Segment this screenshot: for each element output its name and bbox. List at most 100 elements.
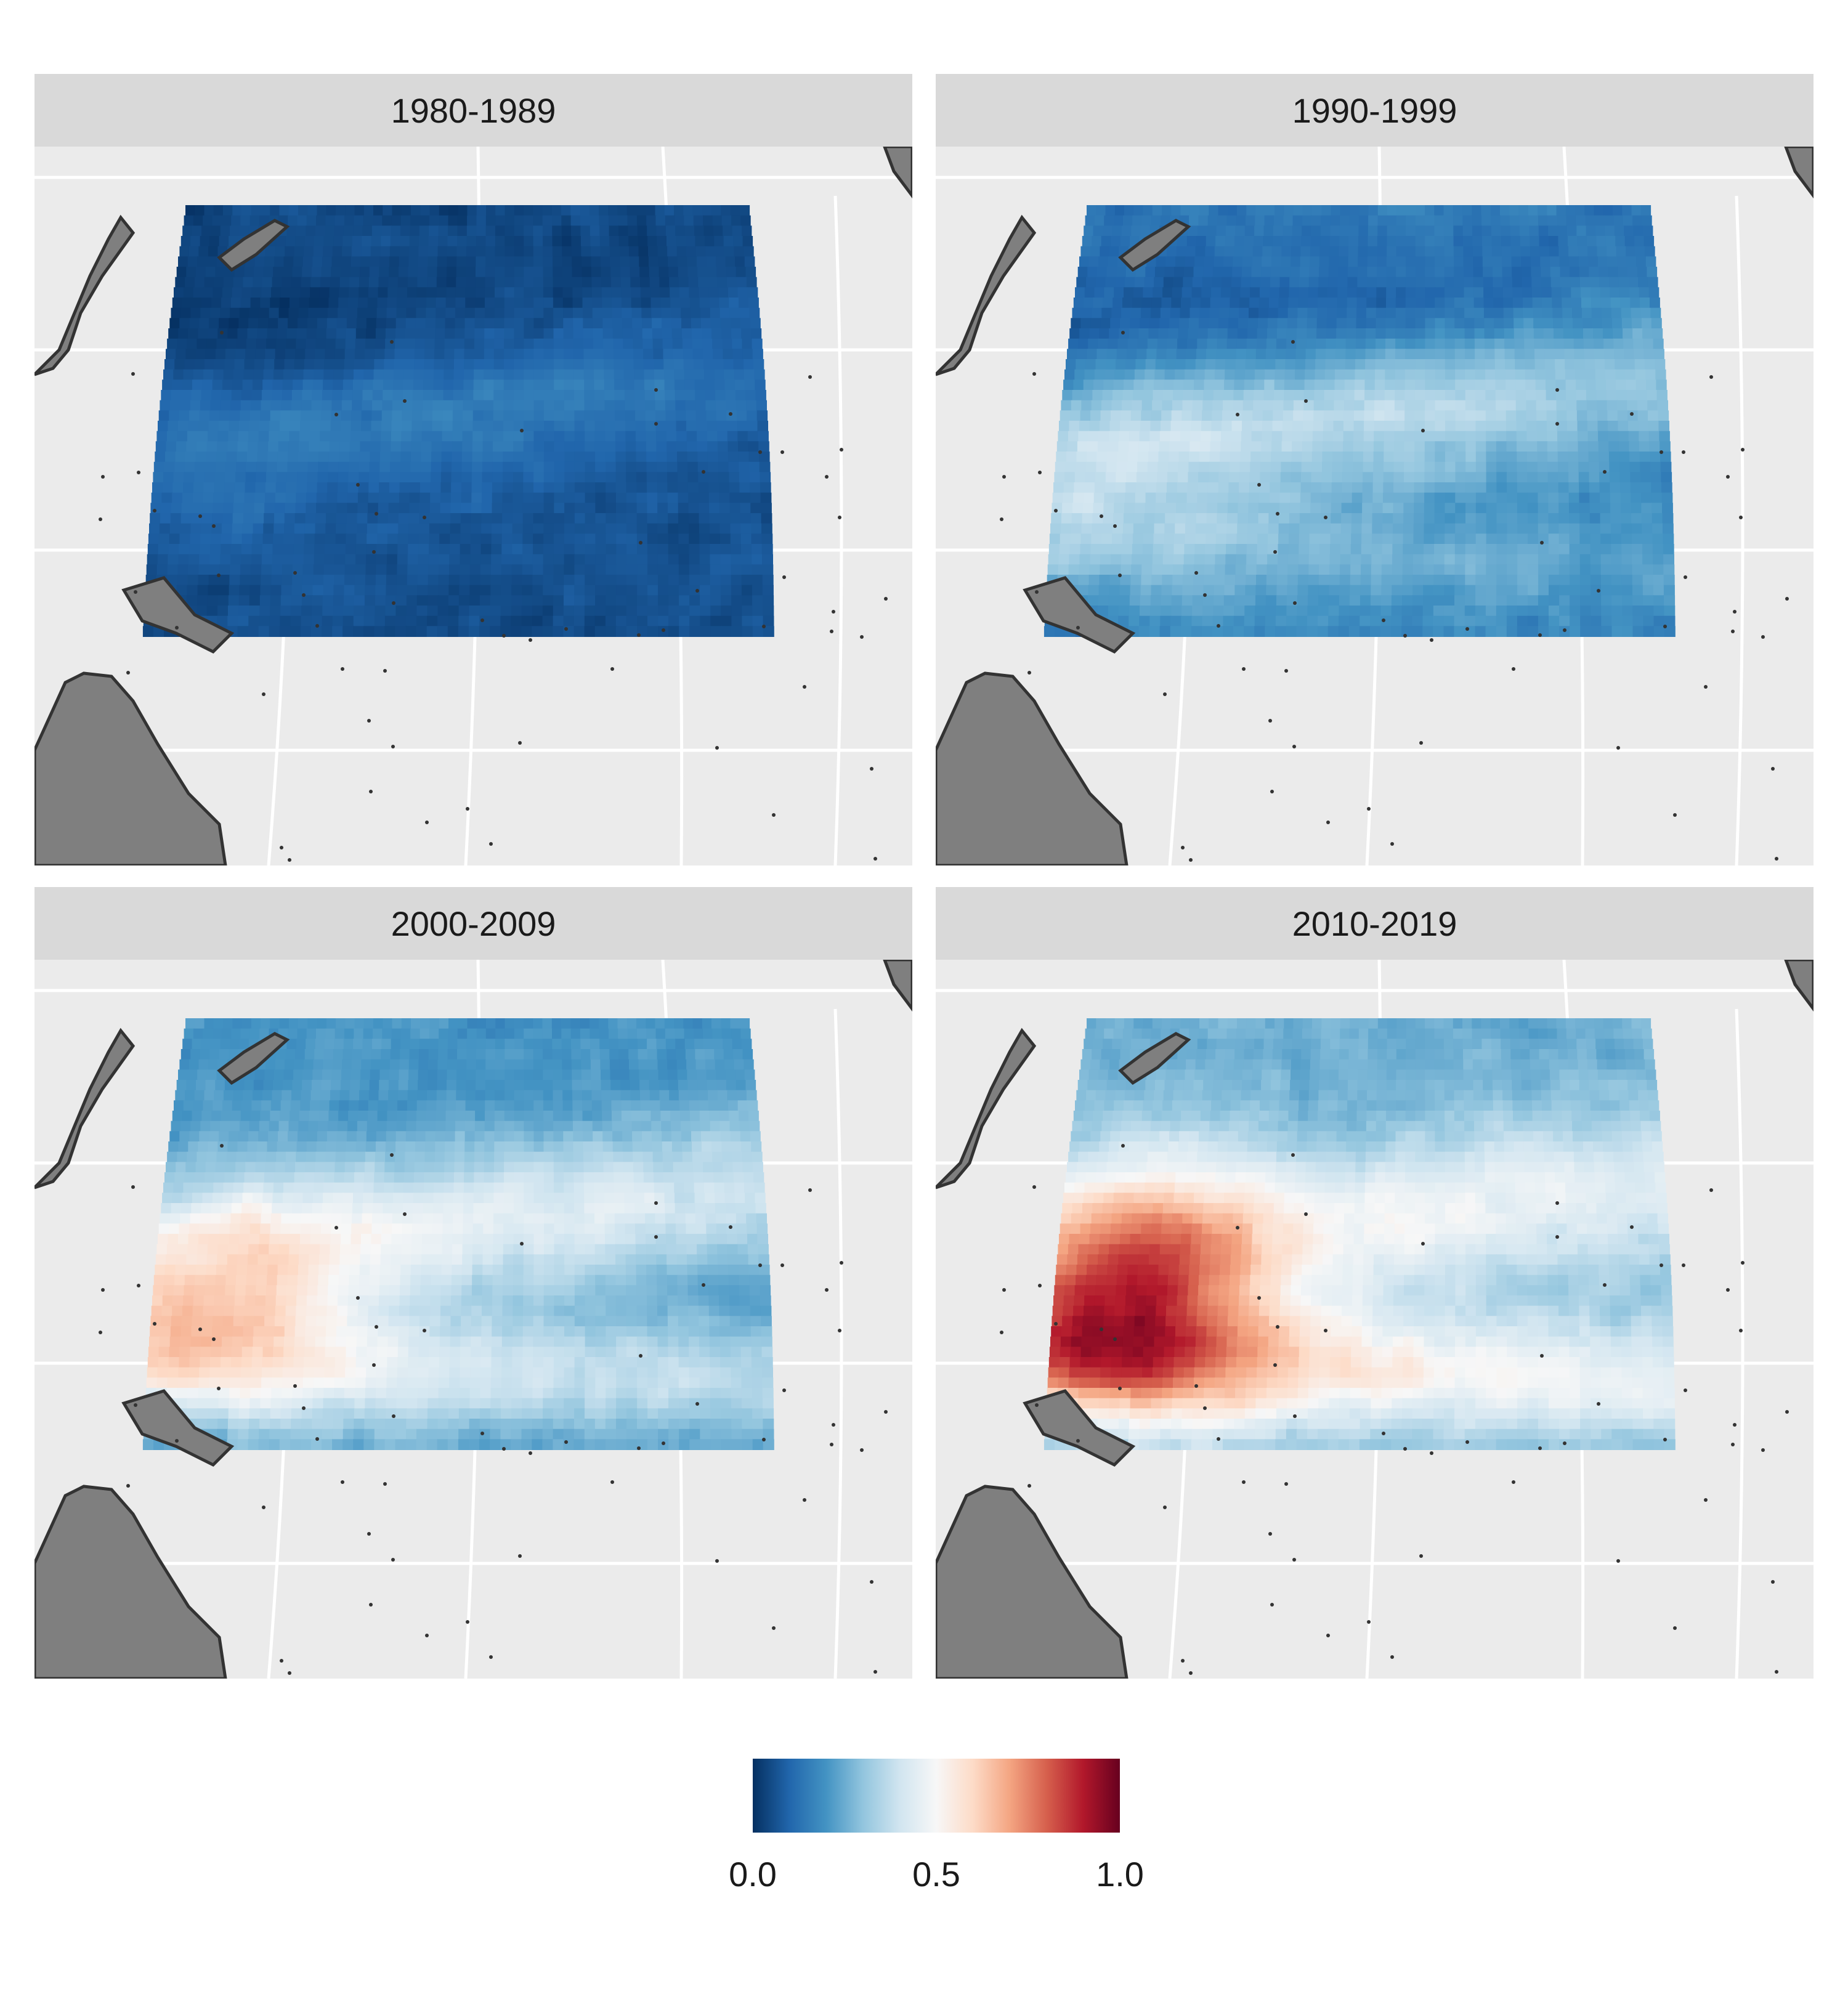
raster-cell xyxy=(1325,349,1336,360)
raster-cell xyxy=(1072,503,1084,514)
raster-cell xyxy=(292,575,304,586)
raster-cell xyxy=(678,564,690,575)
raster-cell xyxy=(1304,379,1315,391)
raster-cell xyxy=(240,575,251,586)
raster-cell xyxy=(1333,431,1344,442)
raster-cell xyxy=(1205,246,1215,257)
raster-cell xyxy=(1507,513,1518,524)
raster-cell xyxy=(274,256,285,267)
raster-cell xyxy=(719,533,731,545)
raster-cell xyxy=(253,369,264,381)
raster-cell xyxy=(1473,298,1485,309)
raster-cell xyxy=(1249,472,1261,483)
raster-cell xyxy=(1194,256,1205,267)
raster-cell xyxy=(1247,523,1258,535)
raster-cell xyxy=(1228,318,1239,329)
raster-cell xyxy=(747,410,758,421)
raster-cell xyxy=(1609,472,1621,483)
raster-cell xyxy=(323,369,334,381)
raster-cell xyxy=(277,461,288,473)
raster-cell xyxy=(1627,267,1638,278)
raster-cell xyxy=(637,544,648,555)
raster-cell xyxy=(574,482,586,493)
raster-cell xyxy=(417,575,429,586)
raster-cell xyxy=(679,626,691,637)
raster-cell xyxy=(409,503,420,514)
raster-cell xyxy=(241,533,253,545)
raster-cell xyxy=(187,575,199,586)
raster-cell xyxy=(319,287,330,298)
raster-cell xyxy=(1280,267,1291,278)
raster-cell xyxy=(553,298,564,309)
raster-cell xyxy=(1653,595,1665,606)
raster-cell xyxy=(475,287,486,298)
raster-cell xyxy=(1569,533,1581,545)
raster-cell xyxy=(573,359,585,370)
raster-cell xyxy=(585,461,596,473)
raster-cell xyxy=(1405,307,1416,319)
raster-cell xyxy=(284,523,295,535)
raster-cell xyxy=(1424,544,1435,555)
raster-cell xyxy=(1129,595,1141,606)
raster-cell xyxy=(296,482,307,493)
raster-cell xyxy=(602,307,613,319)
raster-cell xyxy=(230,400,241,411)
raster-cell xyxy=(1534,349,1546,360)
raster-cell xyxy=(1382,554,1393,565)
raster-cell xyxy=(1257,318,1268,329)
raster-cell xyxy=(1217,513,1228,524)
raster-cell xyxy=(1537,461,1549,473)
raster-cell xyxy=(1318,298,1328,309)
raster-cell xyxy=(628,236,639,247)
raster-cell xyxy=(665,400,676,411)
raster-cell xyxy=(543,277,554,288)
raster-cell xyxy=(756,400,767,411)
raster-cell xyxy=(351,421,362,432)
raster-cell xyxy=(1365,338,1376,350)
raster-cell xyxy=(228,606,239,617)
raster-cell xyxy=(1305,349,1316,360)
raster-cell xyxy=(573,606,585,617)
raster-cell xyxy=(1090,410,1101,421)
raster-cell xyxy=(1664,595,1676,606)
raster-cell xyxy=(493,390,505,401)
raster-cell xyxy=(572,277,583,288)
raster-cell xyxy=(1143,523,1155,535)
raster-cell xyxy=(1512,277,1523,288)
raster-cell xyxy=(400,225,411,237)
raster-cell xyxy=(616,513,627,524)
raster-cell xyxy=(1634,349,1645,360)
raster-cell xyxy=(1121,564,1132,575)
raster-cell xyxy=(1391,595,1403,606)
raster-cell xyxy=(610,256,621,267)
raster-cell xyxy=(1632,215,1643,227)
raster-cell xyxy=(323,564,335,575)
raster-cell xyxy=(1240,452,1252,463)
raster-cell xyxy=(713,225,724,237)
map-area xyxy=(936,147,1814,865)
raster-cell xyxy=(1327,307,1338,319)
raster-cell xyxy=(1642,523,1653,535)
raster-cell xyxy=(162,482,174,493)
raster-cell xyxy=(428,554,440,565)
raster-cell xyxy=(269,421,280,432)
raster-cell xyxy=(570,215,581,227)
raster-cell xyxy=(384,359,395,370)
raster-cell xyxy=(1619,472,1631,483)
raster-cell xyxy=(761,544,773,555)
raster-cell xyxy=(625,441,637,452)
raster-cell xyxy=(386,318,397,329)
raster-cell xyxy=(425,328,436,339)
raster-cell xyxy=(1392,575,1403,586)
raster-cell xyxy=(427,267,438,278)
raster-cell xyxy=(1104,482,1116,493)
raster-cell xyxy=(397,533,409,545)
raster-cell xyxy=(377,523,389,535)
raster-cell xyxy=(1135,267,1146,278)
raster-cell xyxy=(1412,595,1424,606)
raster-cell xyxy=(229,421,240,432)
raster-cell xyxy=(664,205,675,216)
raster-cell xyxy=(1207,492,1218,504)
raster-cell xyxy=(1076,461,1087,473)
raster-cell xyxy=(1372,503,1384,514)
